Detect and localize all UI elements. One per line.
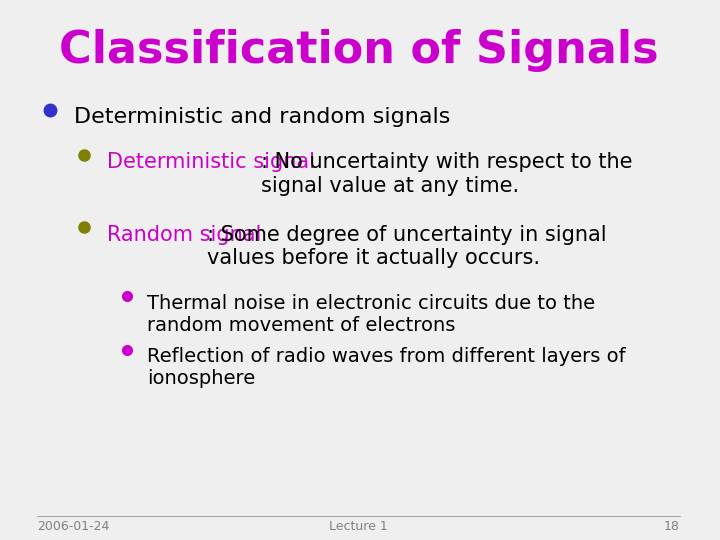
- Text: : Some degree of uncertainty in signal
values before it actually occurs.: : Some degree of uncertainty in signal v…: [207, 225, 607, 268]
- Text: Reflection of radio waves from different layers of
ionosphere: Reflection of radio waves from different…: [148, 348, 626, 388]
- Text: Random signal: Random signal: [107, 225, 261, 245]
- Text: Classification of Signals: Classification of Signals: [58, 30, 658, 72]
- Text: 18: 18: [664, 520, 680, 533]
- Text: Lecture 1: Lecture 1: [329, 520, 388, 533]
- Text: Deterministic signal: Deterministic signal: [107, 152, 315, 172]
- Text: Deterministic and random signals: Deterministic and random signals: [74, 107, 450, 127]
- Text: 2006-01-24: 2006-01-24: [37, 520, 109, 533]
- Text: Thermal noise in electronic circuits due to the
random movement of electrons: Thermal noise in electronic circuits due…: [148, 294, 595, 335]
- Text: : No uncertainty with respect to the
signal value at any time.: : No uncertainty with respect to the sig…: [261, 152, 632, 195]
